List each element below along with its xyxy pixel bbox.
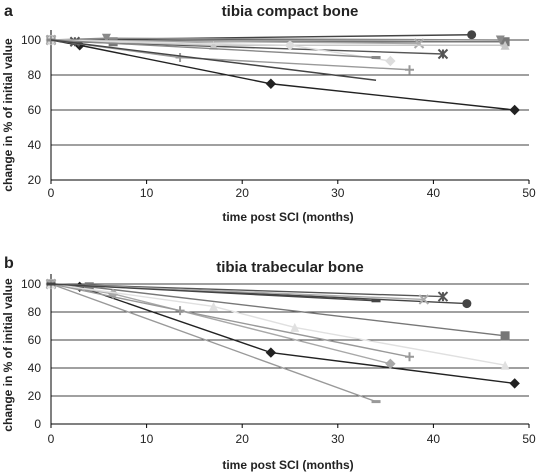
data-point	[462, 299, 472, 309]
series-11	[50, 39, 377, 81]
y-tick-label: 20	[28, 173, 42, 187]
data-point	[437, 48, 449, 60]
x-tick-label: 50	[522, 432, 536, 446]
data-point	[265, 347, 277, 358]
data-point	[209, 301, 219, 311]
panel-letter-b: b	[4, 255, 14, 272]
data-point	[385, 358, 396, 370]
data-point	[509, 104, 520, 116]
x-tick-label: 10	[140, 186, 154, 200]
data-point	[500, 360, 510, 370]
y-tick-label: 100	[21, 277, 41, 291]
data-point	[46, 282, 56, 286]
data-point	[437, 291, 449, 302]
y-axis-label-a: change in % of initial value	[1, 38, 15, 192]
data-point	[284, 40, 296, 51]
y-tick-label: 60	[28, 333, 42, 347]
x-tick-label: 20	[236, 432, 250, 446]
data-point	[405, 65, 414, 75]
y-tick-label: 100	[21, 33, 41, 47]
panel-letter-a: a	[4, 3, 13, 20]
data-point	[101, 33, 111, 43]
y-tick-label: 20	[28, 389, 42, 403]
data-point	[413, 38, 425, 49]
data-point	[290, 322, 300, 332]
data-point	[84, 282, 94, 292]
data-point	[405, 352, 414, 362]
series-10	[46, 282, 381, 303]
series-9	[46, 282, 381, 404]
data-point	[209, 40, 219, 50]
x-axis-label-b: time post SCI (months)	[222, 458, 353, 472]
data-point	[495, 35, 505, 45]
series-line	[50, 283, 506, 366]
data-point	[371, 400, 381, 404]
x-tick-label: 30	[331, 186, 345, 200]
series-7	[46, 279, 510, 370]
data-point	[467, 30, 477, 40]
x-tick-label: 30	[331, 432, 345, 446]
series-line	[50, 39, 377, 81]
y-tick-label: 40	[28, 361, 42, 375]
y-tick-label: 0	[34, 417, 41, 431]
chart-title-a: tibia compact bone	[222, 3, 359, 20]
y-tick-label: 60	[28, 103, 42, 117]
data-point	[175, 306, 185, 316]
series-line	[50, 39, 377, 59]
y-tick-label: 80	[28, 305, 42, 319]
series-line	[50, 283, 377, 403]
y-axis-label-b: change in % of initial value	[1, 278, 15, 432]
series-line	[50, 283, 377, 302]
series-3	[46, 279, 510, 341]
chart-title-b: tibia trabecular bone	[216, 259, 364, 276]
data-point	[385, 55, 396, 67]
data-point	[371, 299, 381, 303]
x-tick-label: 40	[427, 186, 441, 200]
data-point	[500, 40, 510, 50]
panel-a: a tibia compact bone change in % of init…	[1, 3, 536, 224]
series-line	[50, 283, 410, 358]
data-point	[418, 294, 430, 305]
y-tick-label: 40	[28, 138, 42, 152]
data-point	[509, 378, 520, 389]
panel-b: b tibia trabecular bone change in % of i…	[1, 255, 536, 472]
series-line	[50, 39, 420, 45]
data-point	[371, 56, 381, 59]
plot-area-a: 20 40 60 80 100 0 10 20 30 40 50	[21, 30, 536, 200]
x-tick-label: 40	[427, 432, 441, 446]
y-tick-label: 80	[28, 68, 42, 82]
x-tick-label: 20	[236, 186, 250, 200]
data-point	[265, 78, 277, 89]
x-tick-label: 0	[48, 432, 55, 446]
data-point	[500, 331, 510, 341]
plot-area-b: 0 20 40 60 80 100 0 10 20 30 40 50	[21, 274, 536, 446]
x-tick-label: 0	[48, 186, 55, 200]
x-tick-label: 50	[522, 186, 536, 200]
x-axis-label-a: time post SCI (months)	[222, 210, 353, 224]
x-tick-label: 10	[140, 432, 154, 446]
series-line	[50, 34, 472, 41]
data-point	[175, 53, 185, 62]
